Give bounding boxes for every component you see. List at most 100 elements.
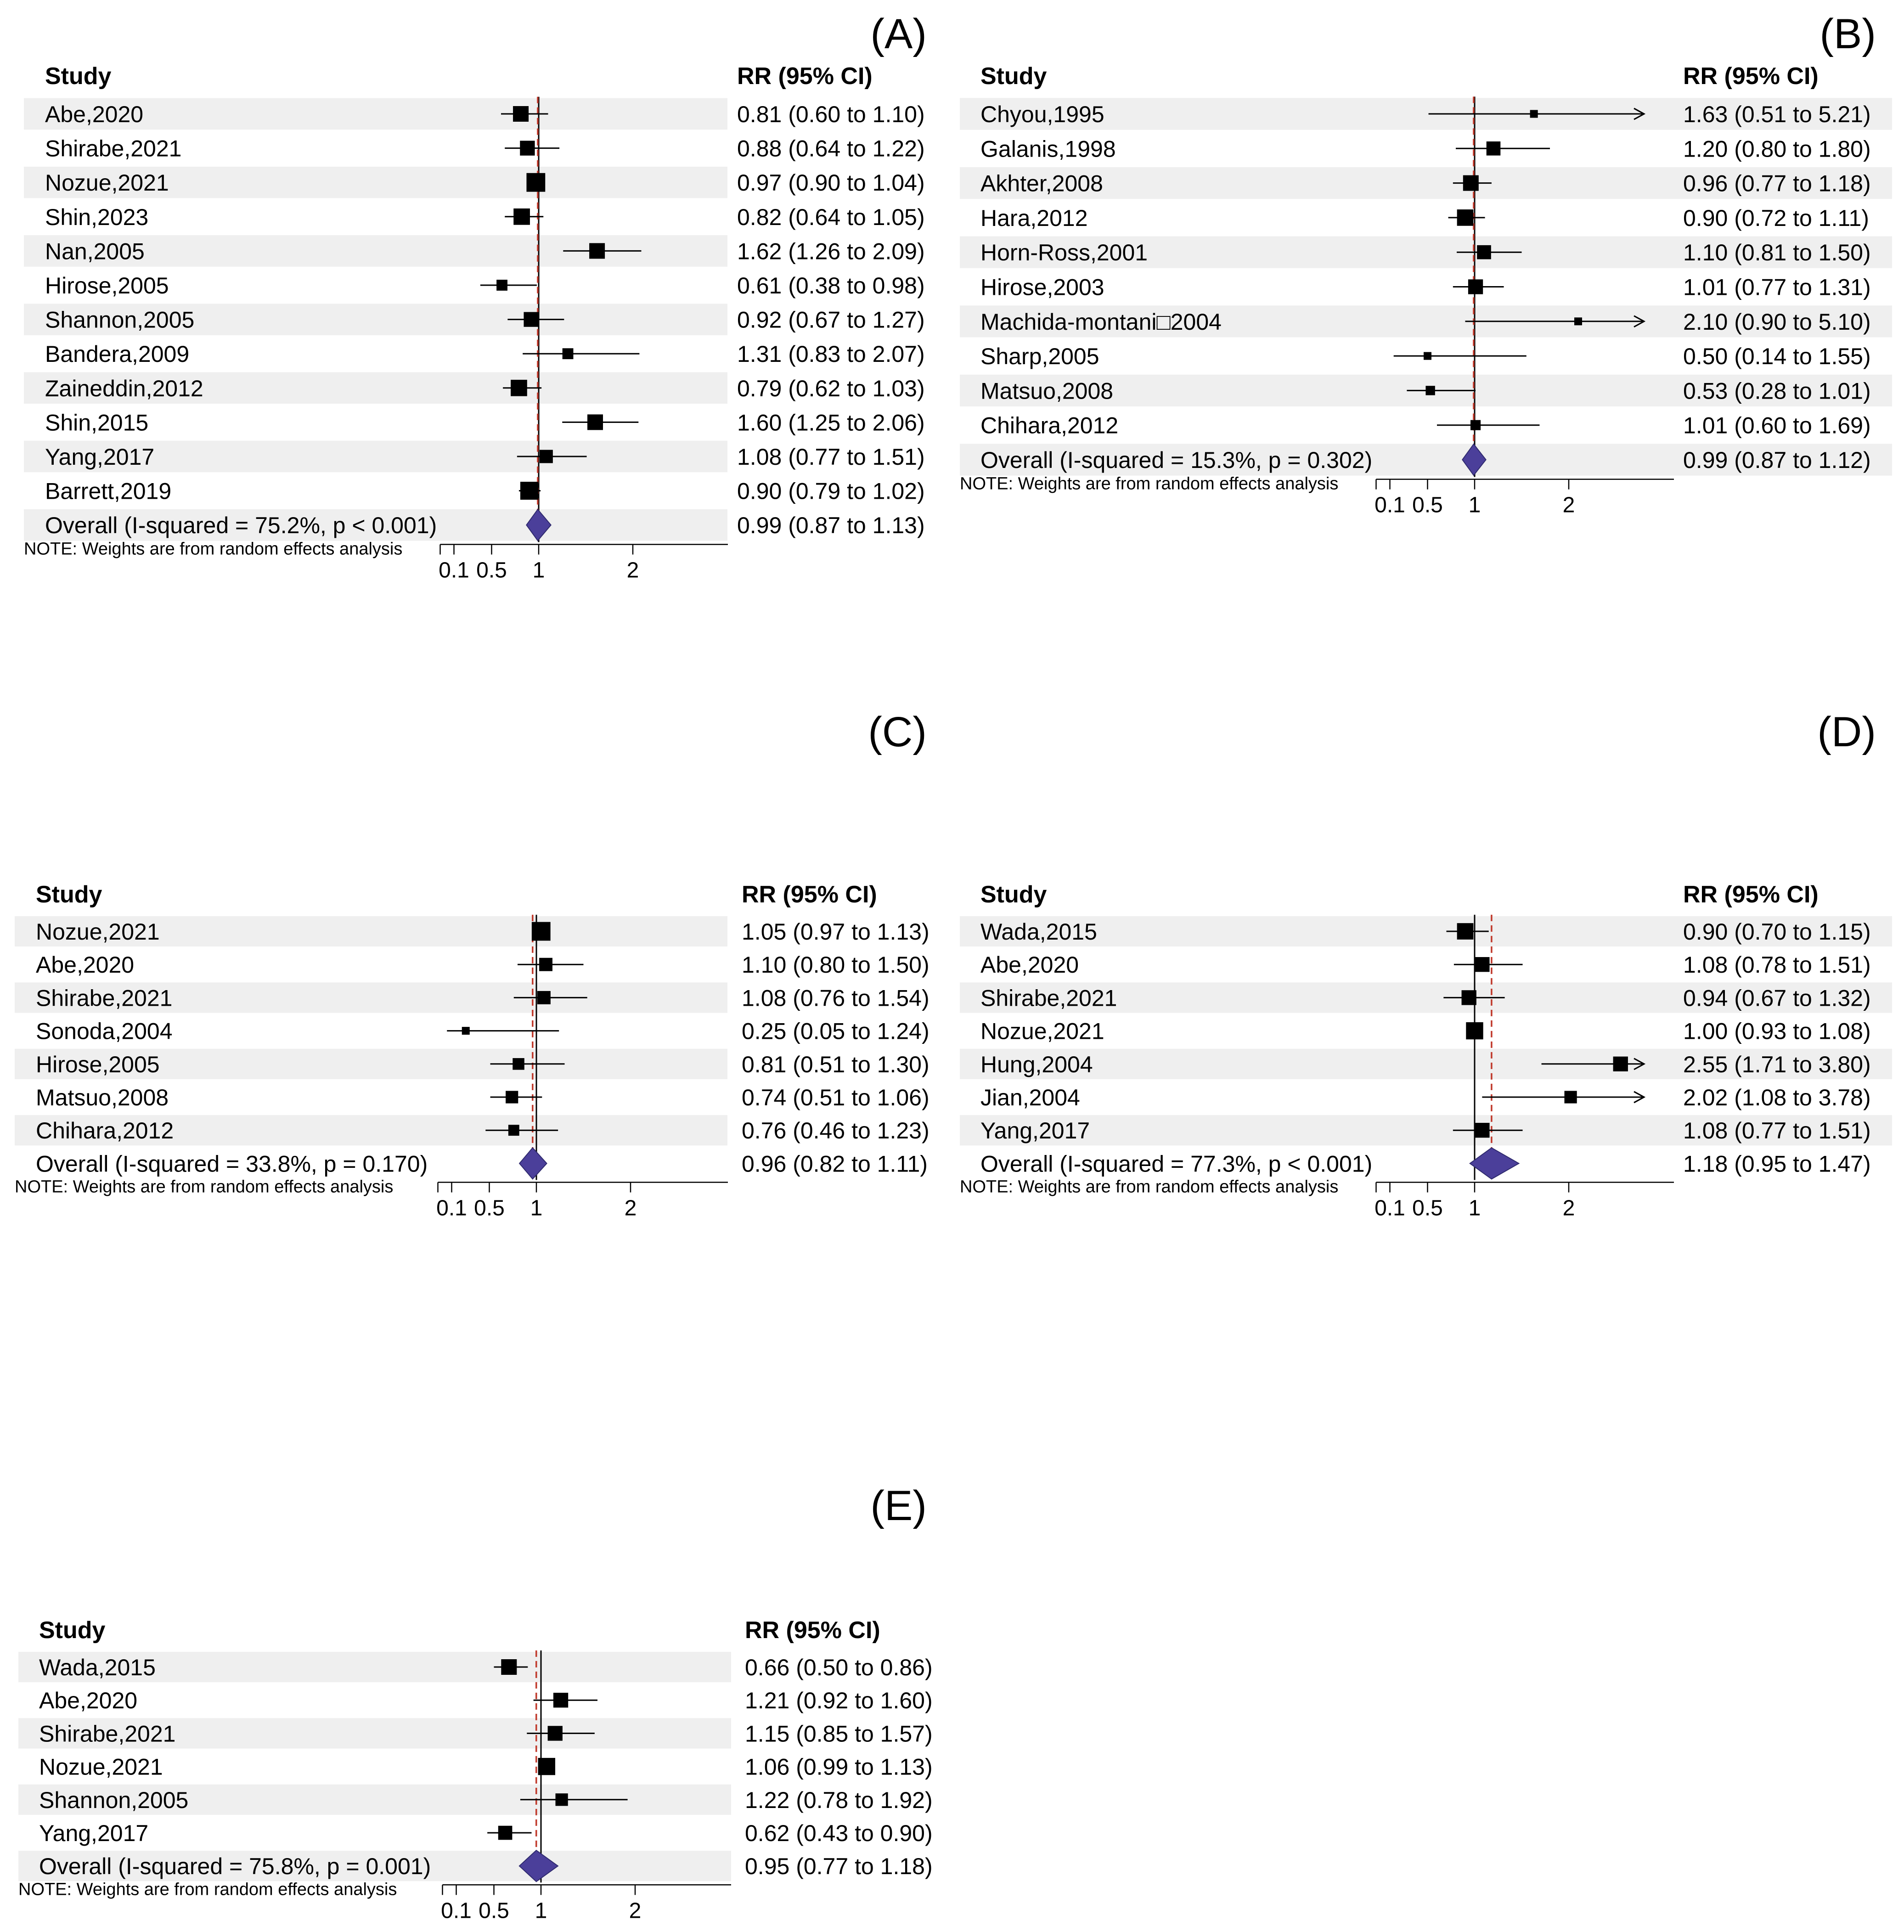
forest-panel-a: (A) Study RR (95% CI) Abe,2020 0.81 (0.60 to…	[24, 11, 927, 583]
study-row: Hirose,2005 0.61 (0.38 to 0.98)	[45, 273, 925, 299]
point-estimate-marker	[538, 1757, 555, 1775]
point-estimate-marker	[1477, 245, 1491, 259]
study-name: Hirose,2005	[36, 1052, 160, 1077]
study-name: Sharp,2005	[980, 344, 1099, 369]
study-name: Nan,2005	[45, 238, 145, 264]
overall-row: Overall (I-squared = 33.8%, p = 0.170) 0.…	[36, 1147, 928, 1180]
study-row: Machida-montani□2004 2.10 (0.90 to 5.10)	[980, 309, 1871, 335]
x-tick-label: 2	[629, 1898, 642, 1923]
study-name: Hirose,2005	[45, 273, 169, 299]
study-row: Chyou,1995 1.63 (0.51 to 5.21)	[980, 101, 1871, 127]
overall-label: Overall (I-squared = 33.8%, p = 0.170)	[36, 1151, 428, 1177]
study-rr-ci: 0.82 (0.64 to 1.05)	[737, 204, 925, 230]
study-name: Hung,2004	[980, 1052, 1093, 1077]
study-rr-ci: 0.90 (0.79 to 1.02)	[737, 479, 925, 504]
x-tick-label: 2	[627, 558, 639, 583]
row-shade	[960, 444, 1892, 476]
study-rr-ci: 1.00 (0.93 to 1.08)	[1683, 1019, 1871, 1044]
row-shade	[18, 1851, 731, 1881]
study-name: Abe,2020	[36, 952, 134, 978]
row-shade	[960, 305, 1892, 338]
weights-note: NOTE: Weights are from random effects an…	[15, 1177, 393, 1197]
overall-rr-ci: 1.18 (0.95 to 1.47)	[1683, 1151, 1871, 1177]
point-estimate-marker	[511, 379, 527, 396]
x-tick-label: 1	[533, 558, 545, 583]
study-name: Wada,2015	[39, 1655, 156, 1680]
panel-label: (D)	[1817, 709, 1876, 755]
x-tick-label: 2	[1563, 493, 1575, 518]
row-shade	[15, 1115, 727, 1146]
overall-label: Overall (I-squared = 77.3%, p < 0.001)	[980, 1151, 1372, 1177]
study-rr-ci: 0.81 (0.60 to 1.10)	[737, 101, 925, 127]
study-rr-ci: 0.88 (0.64 to 1.22)	[737, 136, 925, 162]
study-row: Wada,2015 0.90 (0.70 to 1.15)	[980, 919, 1871, 945]
forest-panel-d: (D) Study RR (95% CI) Wada,2015 0.90 (0.70 t…	[960, 709, 1892, 1221]
row-shade	[960, 98, 1892, 130]
x-tick-label: 1	[1469, 493, 1481, 518]
study-rr-ci: 2.02 (1.08 to 3.78)	[1683, 1085, 1871, 1110]
study-name: Nozue,2021	[980, 1019, 1104, 1044]
study-row: Shirabe,2021 1.15 (0.85 to 1.57)	[39, 1721, 933, 1746]
study-row: Nozue,2021 1.06 (0.99 to 1.13)	[39, 1754, 933, 1780]
row-shade	[15, 1048, 727, 1079]
row-shade	[18, 1651, 731, 1683]
panel-label: (B)	[1820, 11, 1876, 57]
study-rr-ci: 0.97 (0.90 to 1.04)	[737, 170, 925, 196]
study-name: Chihara,2012	[980, 413, 1118, 439]
point-estimate-marker	[1486, 141, 1501, 156]
study-row: Chihara,2012 1.01 (0.60 to 1.69)	[980, 413, 1871, 439]
study-name: Abe,2020	[39, 1688, 137, 1713]
x-tick-label: 0.5	[476, 558, 507, 583]
study-name: Yang,2017	[980, 1118, 1090, 1143]
x-tick-label: 0.1	[441, 1898, 472, 1923]
x-tick-label: 0.1	[436, 1196, 467, 1221]
study-rr-ci: 0.76 (0.46 to 1.23)	[742, 1118, 929, 1143]
point-estimate-marker	[1475, 957, 1490, 972]
study-row: Nozue,2021 1.00 (0.93 to 1.08)	[980, 1019, 1871, 1044]
study-row: Abe,2020 1.08 (0.78 to 1.51)	[980, 952, 1871, 978]
overall-rr-ci: 0.99 (0.87 to 1.13)	[737, 513, 925, 538]
x-tick-label: 0.5	[1412, 493, 1443, 518]
study-column-header: Study	[980, 63, 1047, 90]
row-shade	[15, 982, 727, 1013]
study-row: Shin,2015 1.60 (1.25 to 2.06)	[45, 410, 925, 435]
study-row: Nan,2005 1.62 (1.26 to 2.09)	[45, 238, 925, 264]
study-row: Shin,2023 0.82 (0.64 to 1.05)	[45, 204, 925, 230]
point-estimate-marker	[1463, 175, 1479, 191]
study-rr-ci: 0.90 (0.70 to 1.15)	[1683, 919, 1871, 945]
study-row: Sharp,2005 0.50 (0.14 to 1.55)	[980, 344, 1871, 369]
study-row: Bandera,2009 1.31 (0.83 to 2.07)	[45, 341, 925, 367]
study-name: Shirabe,2021	[980, 985, 1117, 1011]
point-estimate-marker	[498, 1825, 513, 1840]
study-rr-ci: 1.21 (0.92 to 1.60)	[745, 1688, 933, 1713]
point-estimate-marker	[537, 991, 551, 1004]
row-shade	[24, 372, 727, 404]
rr-column-header: RR (95% CI)	[1683, 881, 1819, 908]
point-estimate-marker	[539, 450, 553, 463]
point-estimate-marker	[526, 173, 546, 192]
study-name: Matsuo,2008	[36, 1085, 169, 1110]
point-estimate-marker	[513, 1058, 524, 1070]
study-name: Shannon,2005	[45, 307, 194, 333]
study-row: Hara,2012 0.90 (0.72 to 1.11)	[980, 205, 1869, 231]
study-row: Horn-Ross,2001 1.10 (0.81 to 1.50)	[980, 240, 1871, 265]
study-row: Matsuo,2008 0.74 (0.51 to 1.06)	[36, 1085, 929, 1110]
row-shade	[18, 1718, 731, 1749]
weights-note: NOTE: Weights are from random effects an…	[960, 1177, 1338, 1197]
study-name: Akhter,2008	[980, 171, 1103, 197]
point-estimate-marker	[501, 1659, 517, 1675]
point-estimate-marker	[1468, 279, 1483, 294]
study-rr-ci: 1.60 (1.25 to 2.06)	[737, 410, 925, 435]
study-rr-ci: 0.81 (0.51 to 1.30)	[742, 1052, 929, 1077]
study-name: Zaineddin,2012	[45, 376, 203, 401]
study-row: Shirabe,2021 0.94 (0.67 to 1.32)	[980, 985, 1871, 1011]
overall-diamond	[1469, 1147, 1520, 1180]
x-tick-label: 2	[625, 1196, 637, 1221]
study-rr-ci: 1.10 (0.81 to 1.50)	[1683, 240, 1871, 265]
overall-diamond	[526, 508, 552, 541]
forest-panel-e: (E) Study RR (95% CI) Wada,2015 0.66 (0.50 t…	[18, 1482, 933, 1923]
study-row: Shannon,2005 0.92 (0.67 to 1.27)	[45, 307, 925, 333]
x-tick-label: 0.1	[1374, 1196, 1405, 1221]
study-row: Galanis,1998 1.20 (0.80 to 1.80)	[980, 136, 1871, 162]
row-shade	[960, 1048, 1892, 1079]
